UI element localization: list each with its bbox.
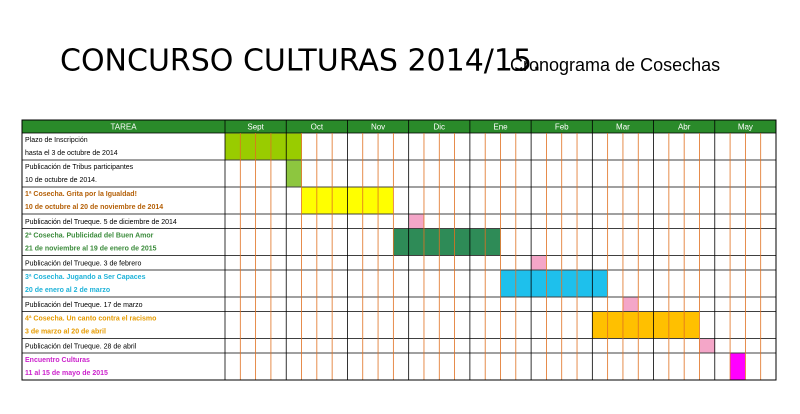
task-label: Publicación del Trueque. 5 de diciembre … (25, 219, 177, 226)
month-header: Dic (433, 123, 445, 132)
table-border (21, 119, 777, 381)
task-bar (730, 353, 746, 380)
header-cell: TAREA (110, 123, 137, 132)
task-label: 1ª Cosecha. Grita por la Igualdad! (25, 191, 137, 198)
task-label: Publicación del Trueque. 3 de febrero (25, 261, 141, 268)
month-header: Abr (678, 123, 691, 132)
subtitle: Cronograma de Cosechas (510, 55, 720, 75)
month-header: Sept (247, 123, 264, 132)
task-bar (531, 256, 547, 270)
task-bar (622, 297, 639, 311)
month-header: Ene (493, 123, 508, 132)
task-label: Publicación de Tribus participantes (25, 164, 134, 171)
task-label: 20 de enero al 2 de marzo (25, 287, 110, 294)
task-label: Publicación del Trueque. 28 de abril (25, 344, 137, 351)
task-label: Plazo de Inscripción (25, 137, 88, 144)
month-header: Feb (555, 123, 569, 132)
month-header: May (738, 123, 753, 132)
task-bar (408, 214, 424, 228)
task-bar (592, 312, 700, 338)
month-header: Nov (371, 123, 385, 132)
task-bar (699, 339, 715, 353)
task-label: hasta el 3 de octubre de 2014 (25, 150, 118, 157)
task-label: 10 de octubre al 20 de noviembre de 2014 (25, 204, 163, 211)
task-label: Publicación del Trueque. 17 de marzo (25, 302, 143, 309)
task-label: 3ª Cosecha. Jugando a Ser Capaces (25, 274, 146, 281)
task-bar (286, 160, 302, 187)
task-label: Encuentro Culturas (25, 357, 90, 364)
task-label: 11 al 15 de mayo de 2015 (25, 370, 108, 377)
task-bar (393, 229, 501, 255)
task-label: 3 de marzo al 20 de abril (25, 328, 106, 335)
task-label: 4ª Cosecha. Un canto contra el racismo (25, 315, 156, 322)
task-label: 10 de octubre de 2014. (25, 177, 97, 184)
task-label: 21 de noviembre al 19 de enero de 2015 (25, 245, 157, 252)
month-header: Mar (616, 123, 630, 132)
title: CONCURSO CULTURAS 2014/15. (60, 44, 542, 79)
task-label: 2ª Cosecha. Publicidad del Buen Amor (25, 232, 154, 239)
task-bar (225, 133, 302, 160)
task-bar (500, 270, 608, 297)
month-header: Oct (311, 123, 324, 132)
